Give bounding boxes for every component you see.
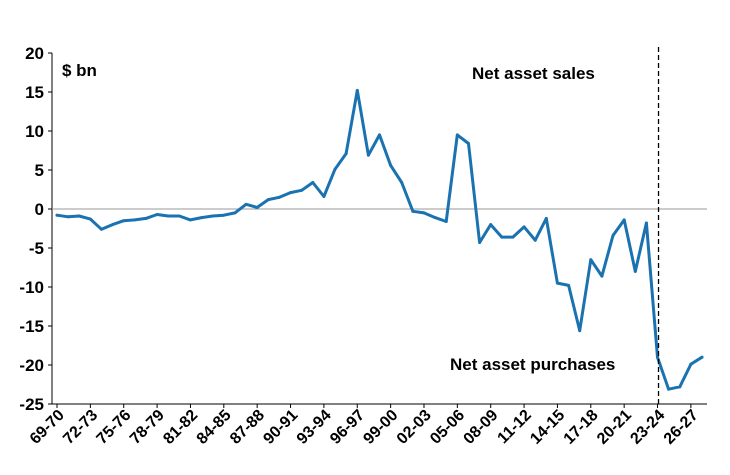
x-tick-label: 75-76: [94, 407, 135, 448]
data-point: [200, 216, 204, 220]
x-tick-label: 23-24: [627, 407, 668, 448]
data-point: [177, 214, 181, 218]
data-point: [578, 329, 582, 333]
data-point: [589, 258, 593, 262]
x-tick-label: 87-88: [227, 407, 268, 448]
x-tick-label: 20-21: [594, 407, 635, 448]
data-point: [211, 214, 215, 218]
annotation-net-asset-sales: Net asset sales: [472, 64, 595, 83]
data-point: [55, 213, 59, 217]
data-point: [433, 216, 437, 220]
data-point: [144, 216, 148, 220]
data-point: [166, 214, 170, 218]
y-tick-label: 15: [25, 83, 44, 102]
data-point: [289, 191, 293, 195]
data-point: [266, 198, 270, 202]
data-point: [700, 355, 704, 359]
data-point: [378, 133, 381, 137]
data-point: [222, 213, 226, 217]
data-point: [633, 269, 637, 273]
y-tick-label: 20: [25, 44, 44, 63]
y-tick-label: 10: [25, 122, 44, 141]
y-tick-label: -20: [19, 356, 44, 375]
y-tick-label: -10: [19, 278, 44, 297]
data-point: [122, 219, 126, 223]
data-point: [522, 225, 526, 229]
data-point: [311, 180, 315, 184]
data-point: [366, 153, 370, 157]
data-point: [489, 223, 493, 227]
x-tick-label: 78-79: [127, 407, 168, 448]
data-point: [155, 212, 159, 216]
x-tick-label: 99-00: [360, 407, 401, 448]
data-point: [544, 216, 548, 220]
data-point: [88, 217, 92, 221]
unit-label: $ bn: [62, 61, 97, 80]
x-tick-label: 08-09: [461, 407, 502, 448]
data-point: [188, 218, 192, 222]
axes-layer: 20151050-5-10-15-20-2569-7072-7375-7678-…: [19, 44, 707, 448]
data-point: [99, 227, 103, 231]
data-point: [622, 218, 626, 222]
data-point: [444, 219, 448, 223]
x-tick-label: 11-12: [495, 407, 535, 447]
y-tick-label: -15: [19, 317, 44, 336]
y-tick-label: -25: [19, 395, 44, 414]
data-point: [322, 195, 326, 199]
y-tick-label: -5: [29, 239, 44, 258]
y-tick-label: 5: [35, 161, 44, 180]
data-point: [567, 283, 571, 287]
data-point: [344, 152, 348, 156]
data-point: [244, 202, 248, 206]
data-point: [555, 281, 559, 285]
x-tick-label: 26-27: [661, 407, 702, 448]
data-point: [66, 215, 70, 219]
series-layer: [55, 88, 704, 391]
data-point: [689, 362, 693, 366]
data-point: [667, 387, 671, 391]
data-point: [389, 163, 393, 167]
x-tick-label: 93-94: [294, 407, 335, 448]
data-point: [644, 221, 648, 225]
x-tick-label: 02-03: [394, 407, 435, 448]
x-tick-label: 17-18: [561, 407, 602, 448]
y-tick-label: 0: [35, 200, 44, 219]
data-point: [511, 235, 515, 239]
data-point: [656, 355, 660, 359]
data-point: [411, 209, 415, 213]
data-point: [133, 218, 137, 222]
data-point: [355, 88, 359, 92]
annotation-net-asset-purchases: Net asset purchases: [450, 355, 615, 374]
data-point: [111, 223, 115, 227]
data-point: [400, 180, 404, 184]
data-point: [478, 241, 482, 245]
data-point: [678, 385, 682, 389]
x-tick-label: 72-73: [60, 407, 101, 448]
data-point: [233, 211, 237, 215]
data-point: [533, 238, 537, 242]
x-tick-label: 81-82: [160, 407, 201, 448]
data-point: [300, 188, 304, 192]
data-point: [77, 214, 81, 218]
x-tick-label: 84-85: [194, 407, 235, 448]
x-tick-label: 14-15: [527, 407, 568, 448]
data-point: [422, 211, 426, 215]
data-point: [333, 167, 337, 171]
x-tick-label: 05-06: [427, 407, 468, 448]
data-point: [466, 141, 470, 145]
x-tick-label: 90-91: [260, 407, 301, 448]
data-point: [455, 133, 459, 137]
x-tick-label: 96-97: [327, 407, 368, 448]
data-point: [277, 195, 281, 199]
data-point: [611, 234, 615, 238]
data-point: [600, 274, 604, 278]
data-point: [500, 235, 504, 239]
data-point: [255, 205, 259, 209]
